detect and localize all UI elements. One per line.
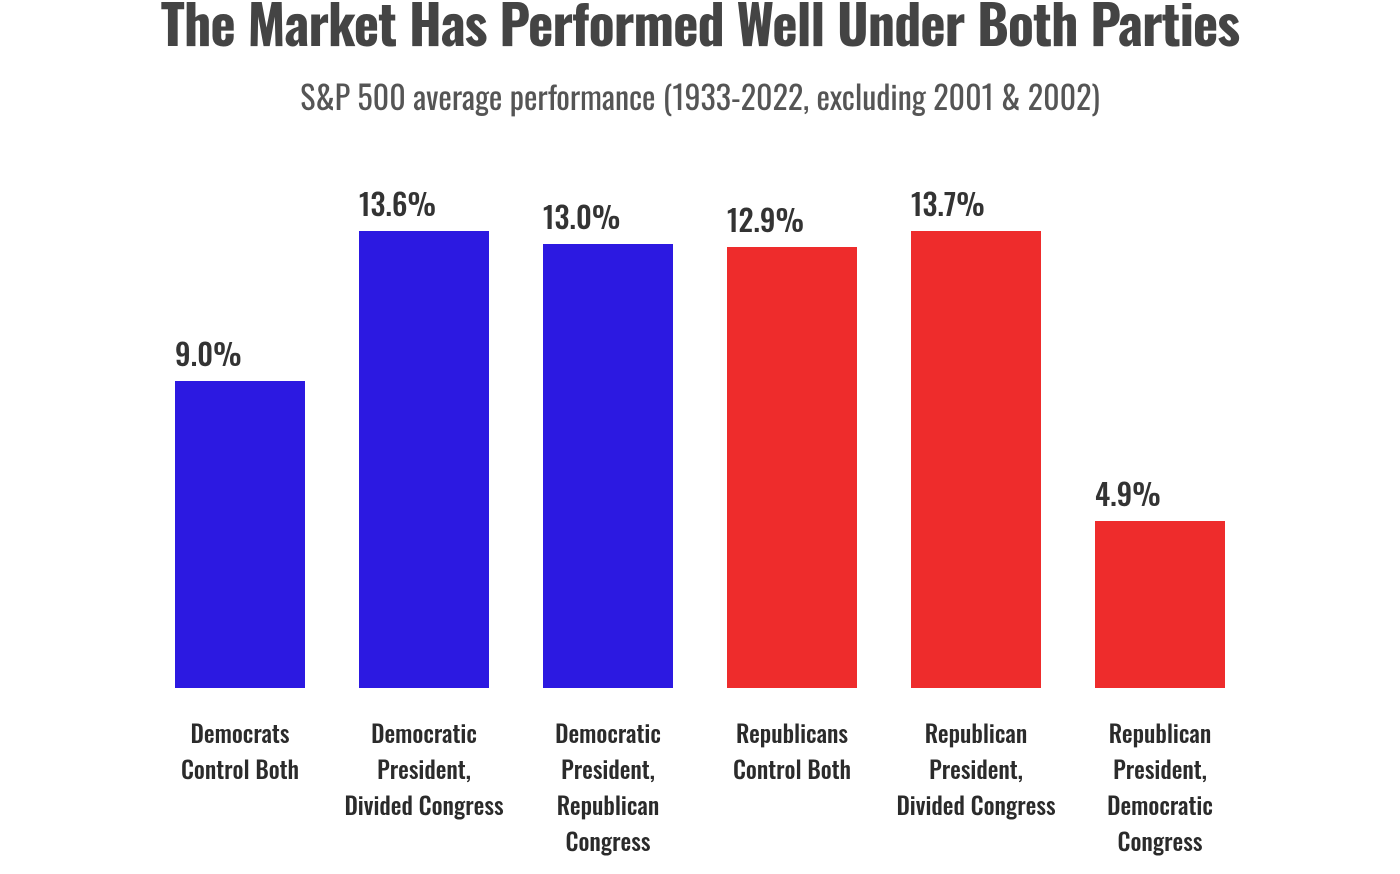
- chart-plot-area: 9.0%DemocratsControl Both13.6%Democratic…: [150, 180, 1250, 858]
- bar-slot: 13.0%: [543, 180, 673, 688]
- bar-category-label: Republican President,Democratic Congress: [1070, 714, 1250, 858]
- bar-category-label: RepublicansControl Both: [702, 714, 882, 786]
- bar: [727, 247, 857, 688]
- bar-category-label-line2: Divided Congress: [344, 786, 503, 822]
- bar-category-label: Democratic President,Republican Congress: [518, 714, 698, 858]
- chart-title: The Market Has Performed Well Under Both…: [161, 0, 1239, 51]
- bar-value-label: 13.0%: [543, 193, 673, 238]
- bar-category-label-line1: Democratic President,: [555, 714, 661, 786]
- chart-container: The Market Has Performed Well Under Both…: [0, 0, 1400, 874]
- bar-group: 12.9% RepublicansControl Both: [727, 180, 857, 858]
- bar-category-label-line2: Control Both: [181, 750, 299, 786]
- bar-value-label: 4.9%: [1095, 470, 1225, 515]
- bar-category-label: Republican President,Divided Congress: [886, 714, 1066, 822]
- bar: [175, 381, 305, 688]
- bar-group: 9.0% DemocratsControl Both: [175, 180, 305, 858]
- bar: [1095, 521, 1225, 688]
- bar-category-label-line2: Divided Congress: [896, 786, 1055, 822]
- bar-category-label-line1: Republican President,: [925, 714, 1027, 786]
- bar-category-label-line1: Democrats: [191, 714, 290, 750]
- bar-category-label: DemocratsControl Both: [150, 714, 330, 786]
- bar-value-label: 13.7%: [911, 180, 1041, 225]
- bar-category-label-line2: Republican Congress: [557, 786, 659, 858]
- bar-value-label: 12.9%: [727, 196, 857, 241]
- bar-group: 4.9% Republican President,Democratic Cong…: [1095, 180, 1225, 858]
- bar-value-label: 9.0%: [175, 330, 305, 375]
- bar-group: 13.0% Democratic President,Republican Con…: [543, 180, 673, 858]
- bar-category-label-line1: Democratic President,: [371, 714, 477, 786]
- bar-category-label: Democratic President,Divided Congress: [334, 714, 514, 822]
- bar: [911, 231, 1041, 688]
- bar-group: 13.6%Democratic President,Divided Congre…: [359, 180, 489, 858]
- bar-slot: 4.9%: [1095, 180, 1225, 688]
- bar: [543, 244, 673, 688]
- bar-slot: 13.6%: [359, 180, 489, 688]
- bar-category-label-line1: Republicans: [736, 714, 848, 750]
- chart-subtitle: S&P 500 average performance (1933-2022, …: [300, 73, 1100, 120]
- bar-category-label-line1: Republican President,: [1109, 714, 1211, 786]
- bar-slot: 13.7%: [911, 180, 1041, 688]
- bar-category-label-line2: Democratic Congress: [1107, 786, 1213, 858]
- bar-category-label-line2: Control Both: [733, 750, 851, 786]
- bar: [359, 231, 489, 688]
- bar-slot: 9.0%: [175, 180, 305, 688]
- bar-value-label: 13.6%: [359, 180, 489, 225]
- bar-slot: 12.9%: [727, 180, 857, 688]
- bar-group: 13.7%Republican President,Divided Congre…: [911, 180, 1041, 858]
